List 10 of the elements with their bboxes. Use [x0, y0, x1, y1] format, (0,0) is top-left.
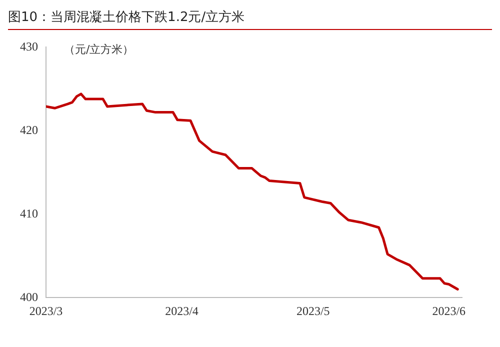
x-tick-label: 2023/3 [29, 304, 63, 318]
chart-title: 图10：当周混凝土价格下跌1.2元/立方米 [8, 8, 492, 30]
x-tick-label: 2023/6 [432, 304, 466, 318]
x-tick-label: 2023/5 [296, 304, 330, 318]
y-tick-label: 400 [20, 290, 38, 304]
y-tick-label: 430 [20, 39, 38, 54]
y-tick-label: 420 [20, 122, 38, 137]
y-tick-label: 410 [20, 206, 38, 220]
y-axis-title: （元/立方米） [64, 42, 134, 57]
x-tick-label: 2023/4 [165, 304, 198, 318]
